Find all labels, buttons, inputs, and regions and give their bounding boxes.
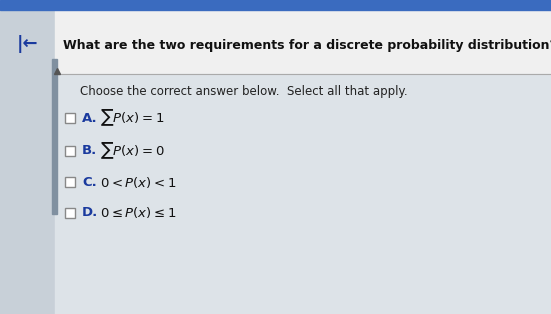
Bar — [65, 113, 75, 123]
Text: |←: |← — [17, 35, 39, 53]
Text: $\sum P(x) = 1$: $\sum P(x) = 1$ — [100, 108, 164, 128]
Bar — [65, 177, 75, 187]
Bar — [65, 208, 75, 218]
Bar — [55, 74, 551, 314]
Text: $0 < P(x) < 1$: $0 < P(x) < 1$ — [100, 175, 176, 190]
Text: What are the two requirements for a discrete probability distribution?: What are the two requirements for a disc… — [63, 40, 551, 52]
Text: A.: A. — [82, 111, 98, 124]
Bar — [52, 59, 57, 214]
Bar — [0, 10, 55, 314]
Text: B.: B. — [82, 144, 97, 158]
Text: C.: C. — [82, 176, 97, 188]
Text: D.: D. — [82, 207, 98, 219]
Bar — [55, 10, 551, 74]
Text: Choose the correct answer below.  Select all that apply.: Choose the correct answer below. Select … — [80, 85, 408, 99]
Text: $\sum P(x) = 0$: $\sum P(x) = 0$ — [100, 141, 165, 161]
Bar — [0, 0, 551, 10]
Bar — [65, 146, 75, 156]
Text: $0 \leq P(x) \leq 1$: $0 \leq P(x) \leq 1$ — [100, 205, 176, 220]
